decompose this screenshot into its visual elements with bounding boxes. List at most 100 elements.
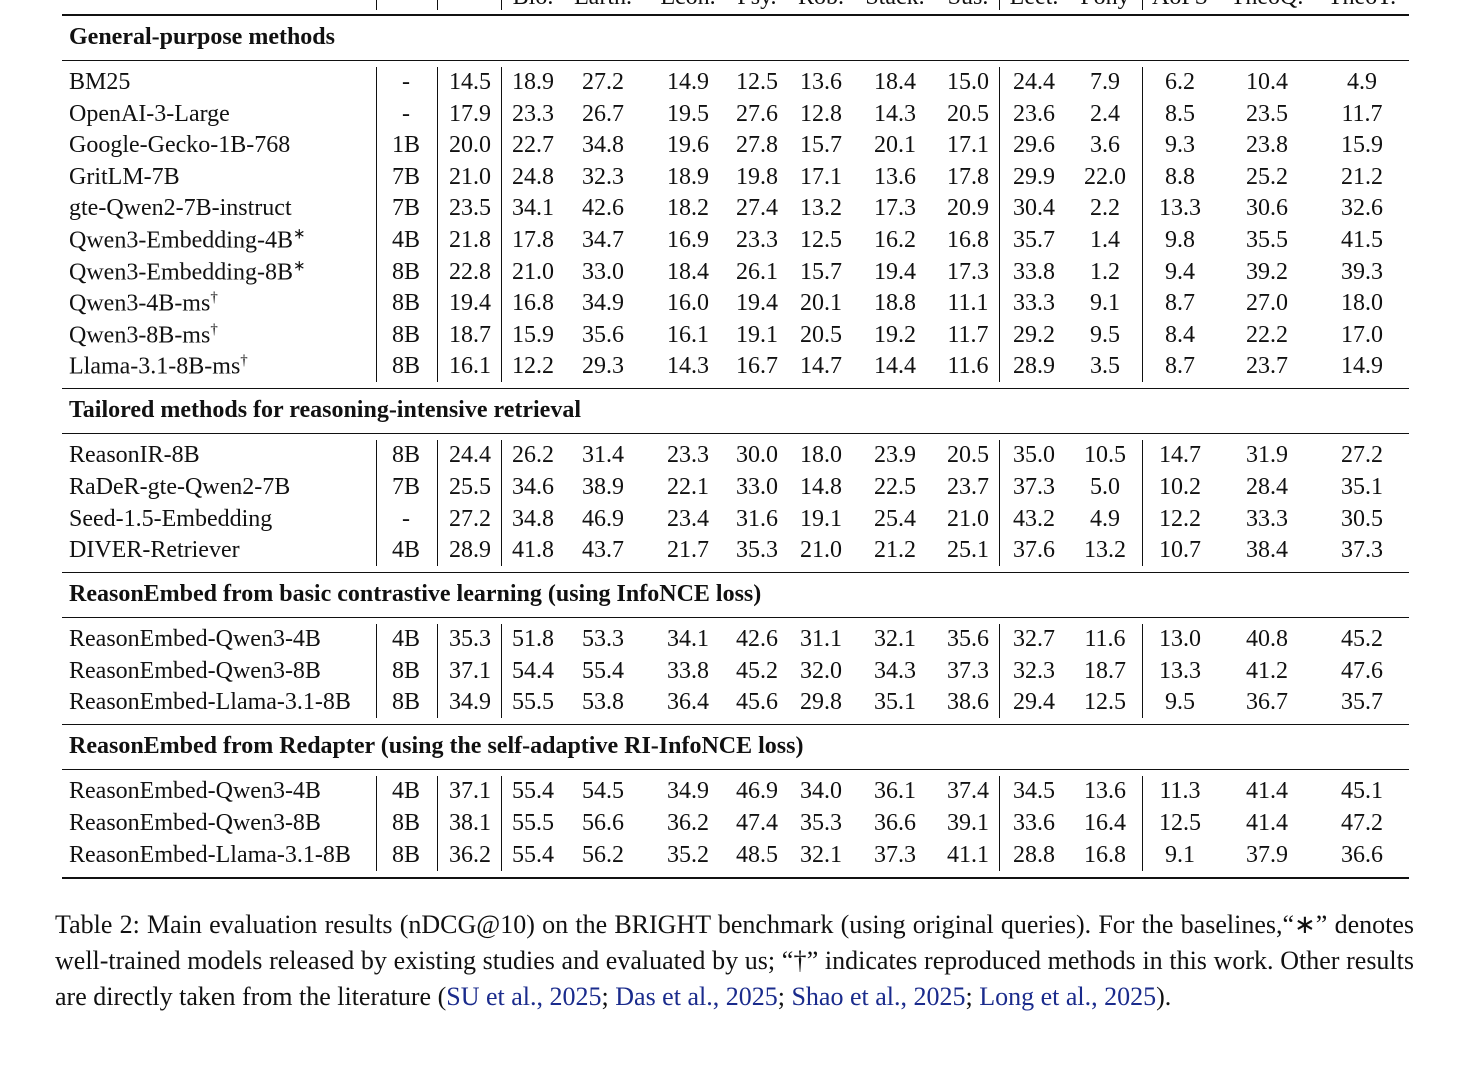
score: 37.6 xyxy=(1013,537,1055,564)
score: 16.8 xyxy=(947,227,989,253)
score: 29.2 xyxy=(1013,321,1055,348)
score: 34.1 xyxy=(667,626,709,653)
score: 11.3 xyxy=(1159,778,1201,805)
section-title: Tailored methods for reasoning-intensive… xyxy=(69,397,581,424)
score: 8.4 xyxy=(1165,321,1195,348)
score: 22.2 xyxy=(1246,321,1288,348)
score: 43.2 xyxy=(1013,505,1055,532)
score: 41.4 xyxy=(1246,778,1288,805)
score: 53.3 xyxy=(582,626,624,653)
score: 9.1 xyxy=(1165,841,1195,868)
score: 6.2 xyxy=(1165,69,1195,95)
score: 55.5 xyxy=(512,810,554,836)
caption-text: Table 2: Main evaluation results (nDCG@1… xyxy=(55,910,1414,1011)
column-rule xyxy=(437,67,438,383)
score: 25.4 xyxy=(874,505,916,532)
model-size: 8B xyxy=(391,321,421,348)
score: 26.2 xyxy=(512,442,554,469)
score: 41.5 xyxy=(1341,227,1383,253)
score: 27.2 xyxy=(582,69,624,95)
score: 17.9 xyxy=(449,100,491,127)
method-name: DIVER-Retriever xyxy=(69,538,240,562)
citation-link[interactable]: Shao et al., 2025 xyxy=(791,982,966,1011)
score: 46.9 xyxy=(582,505,624,532)
model-size: 8B xyxy=(391,810,421,836)
score: 18.0 xyxy=(1341,290,1383,317)
score: 35.6 xyxy=(947,626,989,653)
model-size: 4B xyxy=(391,778,421,805)
column-rule xyxy=(1142,776,1143,871)
score: 37.9 xyxy=(1246,841,1288,868)
score: 37.3 xyxy=(874,841,916,868)
score: 39.2 xyxy=(1246,258,1288,285)
score: 15.7 xyxy=(800,132,842,159)
score: 31.9 xyxy=(1246,442,1288,469)
score: 21.0 xyxy=(947,505,989,532)
score: 27.2 xyxy=(449,505,491,532)
score: 47.2 xyxy=(1341,810,1383,836)
model-size: 8B xyxy=(391,841,421,868)
method-name: ReasonEmbed-Qwen3-8B xyxy=(69,659,321,683)
score: 28.8 xyxy=(1013,841,1055,868)
score: 14.5 xyxy=(449,69,491,95)
score: 42.6 xyxy=(736,626,778,653)
score: 13.3 xyxy=(1159,195,1201,222)
citation-link[interactable]: Das et al., 2025 xyxy=(615,982,778,1011)
score: 35.0 xyxy=(1013,442,1055,469)
score: 35.7 xyxy=(1013,227,1055,253)
score: 24.8 xyxy=(512,163,554,190)
score: 18.0 xyxy=(800,442,842,469)
score: 23.6 xyxy=(1013,100,1055,127)
score: 33.0 xyxy=(582,258,624,285)
method-name: gte-Qwen2-7B-instruct xyxy=(69,196,292,220)
score: 36.7 xyxy=(1246,689,1288,716)
method-name-text: Qwen3-8B-ms xyxy=(69,322,211,349)
score: 34.5 xyxy=(1013,778,1055,805)
score: 32.1 xyxy=(800,841,842,868)
score: 21.0 xyxy=(449,163,491,190)
score: 35.3 xyxy=(736,537,778,564)
caption: Table 2: Main evaluation results (nDCG@1… xyxy=(55,907,1414,1015)
score: 16.0 xyxy=(667,290,709,317)
score: 55.5 xyxy=(512,689,554,716)
method-name: ReasonEmbed-Qwen3-4B xyxy=(69,779,321,803)
method-name: Qwen3-4B-ms† xyxy=(69,290,218,316)
score: 18.9 xyxy=(512,69,554,95)
model-size: - xyxy=(402,69,410,95)
column-rule xyxy=(437,440,438,567)
score: 56.2 xyxy=(582,841,624,868)
score: 1.2 xyxy=(1090,258,1120,285)
method-name-text: GritLM-7B xyxy=(69,163,180,190)
citation-link[interactable]: Long et al., 2025 xyxy=(979,982,1157,1011)
score: 9.1 xyxy=(1090,290,1120,317)
column-rule xyxy=(501,440,502,567)
score: 31.4 xyxy=(582,442,624,469)
score: 33.0 xyxy=(736,474,778,500)
method-mark: ∗ xyxy=(292,258,306,275)
score: 14.8 xyxy=(800,474,842,500)
column-header: TheoT. xyxy=(1328,0,1396,9)
method-name: OpenAI-3-Large xyxy=(69,102,230,126)
score: 32.1 xyxy=(874,626,916,653)
score: 2.2 xyxy=(1090,195,1120,222)
score: 38.9 xyxy=(582,474,624,500)
score: 8.5 xyxy=(1165,100,1195,127)
score: 45.2 xyxy=(736,657,778,684)
score: 45.1 xyxy=(1341,778,1383,805)
score: 14.7 xyxy=(1159,442,1201,469)
score: 20.5 xyxy=(800,321,842,348)
score: 31.1 xyxy=(800,626,842,653)
citation-link[interactable]: SU et al., 2025 xyxy=(446,982,602,1011)
score: 35.7 xyxy=(1341,689,1383,716)
score: 7.9 xyxy=(1090,69,1120,95)
method-name-text: Seed-1.5-Embedding xyxy=(69,505,273,532)
score: 22.5 xyxy=(874,474,916,500)
score: 54.5 xyxy=(582,778,624,805)
score: 11.6 xyxy=(947,353,989,380)
score: 21.8 xyxy=(449,227,491,253)
score: 16.7 xyxy=(736,353,778,380)
score: 18.2 xyxy=(667,195,709,222)
score: 37.1 xyxy=(449,778,491,805)
score: 16.4 xyxy=(1084,810,1126,836)
method-name-text: ReasonEmbed-Qwen3-4B xyxy=(69,626,321,653)
